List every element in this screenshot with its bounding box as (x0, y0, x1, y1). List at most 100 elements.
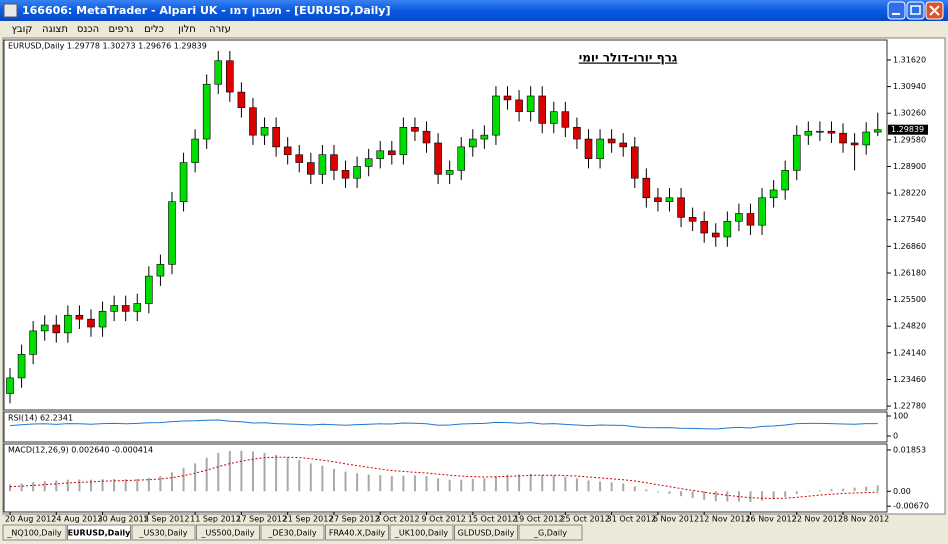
menu-bar: קובץ תצוגה הכנס גרפים כלים חלון עזרה (12, 24, 231, 35)
candle-body (110, 305, 118, 312)
x-tick-label: 17 Sep 2012 (236, 515, 287, 524)
window-controls (887, 1, 944, 20)
minimize-button[interactable] (887, 1, 906, 20)
candle-body (515, 99, 523, 112)
candle-body (214, 60, 223, 85)
candle-body (168, 201, 176, 265)
candle-body (630, 146, 639, 179)
x-tick-label: 25 Oct 2012 (560, 515, 609, 524)
x-tick-label: 28 Nov 2012 (838, 515, 889, 524)
y-tick-label: 1.28220 (893, 189, 926, 198)
y-tick-label: 0.01853 (893, 445, 926, 454)
chart-tab[interactable] (131, 524, 196, 541)
panel-title: RSI(14) 62.2341 (8, 414, 73, 423)
candle-body (364, 158, 373, 167)
chart-tab[interactable] (518, 524, 583, 541)
candle-body (700, 220, 709, 234)
chart-tab[interactable] (2, 524, 67, 541)
chart-tab-label: _DE30,Daily (267, 529, 316, 538)
menu-item[interactable]: עזרה (209, 24, 231, 35)
candle-body (873, 129, 882, 133)
candle-body (492, 95, 500, 136)
chart-tab-label: _NQ100,Daily (6, 529, 62, 538)
menu-item[interactable]: הכנס (77, 24, 99, 35)
chart-plot: 1.31620 1.30940 1.30260 1.29580 1.28900 1.282… (3, 39, 929, 524)
title-bar (0, 0, 948, 21)
candle-body (445, 170, 454, 175)
x-tick-label: 9 Oct 2012 (422, 515, 466, 524)
menu-item[interactable]: גרפים (109, 24, 134, 35)
last-price-label: 1.29839 (891, 125, 924, 134)
y-tick-label: 1.30940 (893, 82, 926, 91)
chart-tab[interactable] (389, 524, 454, 541)
y-tick-label: 1.26180 (893, 268, 926, 277)
maximize-button[interactable] (906, 1, 925, 20)
candle-body (202, 83, 211, 140)
candle-body (29, 330, 37, 355)
candle-body (457, 146, 466, 171)
app-icon (3, 3, 18, 18)
menu-item[interactable]: קובץ (12, 24, 33, 35)
x-tick-label: 21 Sep 2012 (283, 515, 334, 524)
candle-body (573, 127, 581, 140)
candle-body (792, 134, 801, 171)
candle-body (758, 197, 766, 226)
y-tick-label: 1.26860 (893, 242, 926, 251)
y-tick-label: 1.25500 (893, 295, 926, 304)
candle-body (388, 150, 396, 156)
candle-body (711, 232, 720, 238)
chart-tab-label: GLDUSD,Daily (458, 529, 515, 538)
candle-body (237, 91, 246, 109)
chart-tab[interactable] (196, 524, 260, 541)
y-tick-label: 1.22780 (893, 402, 926, 411)
x-tick-label: 11 Sep 2012 (190, 515, 241, 524)
candle-body (735, 213, 743, 222)
candle-body (468, 138, 477, 148)
candle-body (121, 305, 130, 312)
x-tick-label: 30 Aug 2012 (98, 515, 149, 524)
candle-body (862, 131, 870, 146)
candle-body (816, 130, 824, 133)
candle-body (307, 162, 315, 175)
x-tick-label: 6 Nov 2012 (653, 515, 699, 524)
candle-body (272, 127, 280, 148)
chart-tab-label: EURUSD,Daily (68, 529, 132, 538)
chart-tab[interactable] (260, 524, 325, 541)
menu-item[interactable]: כלים (144, 24, 164, 35)
candle-body (318, 154, 327, 175)
candle-body (353, 166, 361, 179)
candle-body (827, 130, 836, 134)
rsi-line (9, 419, 878, 430)
y-tick-label: 1.31620 (893, 55, 926, 64)
x-tick-label: 15 Oct 2012 (468, 515, 517, 524)
chart-annotation: גרף יורו-דולר יומי (579, 51, 678, 65)
panel-frame (3, 411, 888, 443)
panel-title: EURUSD,Daily 1.29778 1.30273 1.29676 1.2… (8, 42, 207, 51)
chart-tab-label: FRA40.X,Daily (329, 529, 386, 538)
panel-frame (3, 443, 888, 513)
candle-body (295, 154, 304, 163)
chart-tab-label: _US30,Daily (139, 529, 188, 538)
chart-tab[interactable] (454, 524, 518, 541)
x-tick-label: 31 Oct 2012 (607, 515, 656, 524)
candle-body (642, 177, 651, 199)
x-tick-label: 27 Sep 2012 (329, 515, 380, 524)
x-tick-label: 16 Nov 2012 (745, 515, 796, 524)
menu-item[interactable]: תצוגה (42, 24, 68, 35)
candle-body (6, 377, 14, 394)
y-tick-label: 1.30260 (893, 109, 926, 118)
tab-bar: _NQ100,Daily EURUSD,Daily _US30,Daily _US50… (2, 524, 583, 541)
chart-tab[interactable] (67, 524, 131, 541)
menu-item[interactable]: חלון (178, 24, 196, 35)
last-price-box (888, 124, 928, 135)
candle-body (249, 107, 257, 136)
candle-body (850, 142, 859, 146)
chart-tab-label: _UK100,Daily (394, 529, 448, 538)
candle-body (434, 142, 442, 175)
candle-body (399, 127, 408, 156)
candle-body (156, 264, 165, 277)
chart-tab[interactable] (325, 524, 389, 541)
candle-body (480, 134, 489, 140)
candle-body (376, 150, 385, 159)
x-tick-label: 5 Sep 2012 (144, 515, 190, 524)
